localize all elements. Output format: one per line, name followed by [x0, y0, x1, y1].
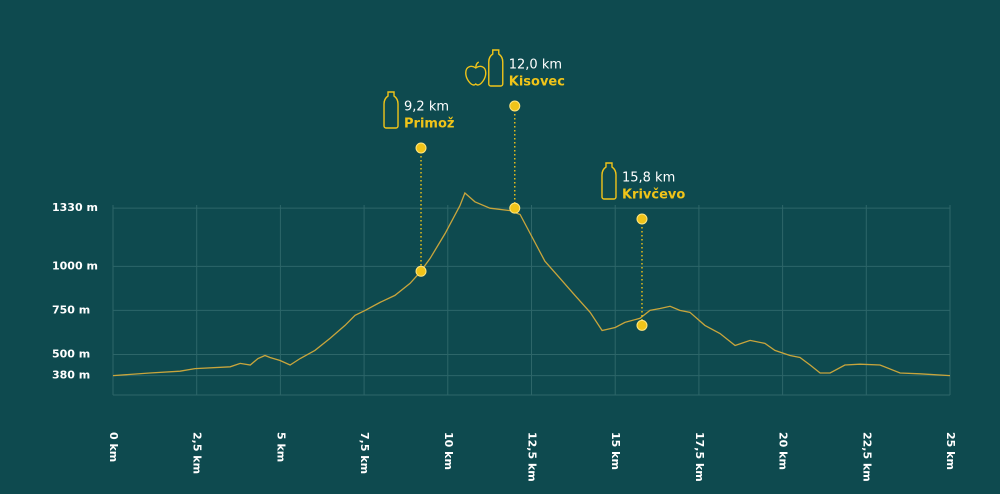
apple-icon: [465, 61, 487, 86]
stop-marker-top: [636, 213, 648, 225]
x-tick-label: 7,5 km: [358, 432, 371, 474]
stop-marker-top: [415, 142, 427, 154]
y-tick-label: 380 m: [52, 369, 90, 382]
x-tick-label: 12,5 km: [526, 432, 539, 482]
y-tick-label: 1330 m: [52, 201, 98, 214]
x-tick-label: 0 km: [107, 432, 120, 462]
stop-name: Primož: [404, 117, 454, 132]
x-tick-label: 2,5 km: [191, 432, 204, 474]
bottle-icon: [601, 162, 617, 200]
stop-marker: [415, 265, 427, 277]
y-tick-label: 750 m: [52, 303, 90, 316]
stop-marker-top: [509, 100, 521, 112]
stop: 9,2 km Primož: [383, 91, 454, 277]
x-tick-label: 10 km: [442, 432, 455, 470]
stop: 15,8 km Krivčevo: [601, 162, 685, 331]
x-tick-label: 20 km: [777, 432, 790, 470]
stop: 12,0 km Kisovec: [465, 49, 565, 214]
stop-distance: 15,8 km: [622, 171, 675, 186]
x-tick-label: 25 km: [944, 432, 957, 470]
stop-distance: 12,0 km: [509, 58, 562, 73]
y-tick-label: 500 m: [52, 347, 90, 360]
y-tick-label: 1000 m: [52, 259, 98, 272]
stop-distance: 9,2 km: [404, 100, 449, 115]
elevation-line: [112, 191, 951, 377]
x-tick-label: 5 km: [274, 432, 287, 462]
x-tick-label: 17,5 km: [693, 432, 706, 482]
x-tick-label: 22,5 km: [860, 432, 873, 482]
stop-name: Krivčevo: [622, 188, 685, 203]
stop-marker: [636, 319, 648, 331]
bottle-icon: [383, 91, 399, 129]
stop-name: Kisovec: [509, 75, 565, 90]
bottle-icon: [488, 49, 504, 87]
stop-marker: [509, 202, 521, 214]
x-tick-label: 15 km: [609, 432, 622, 470]
